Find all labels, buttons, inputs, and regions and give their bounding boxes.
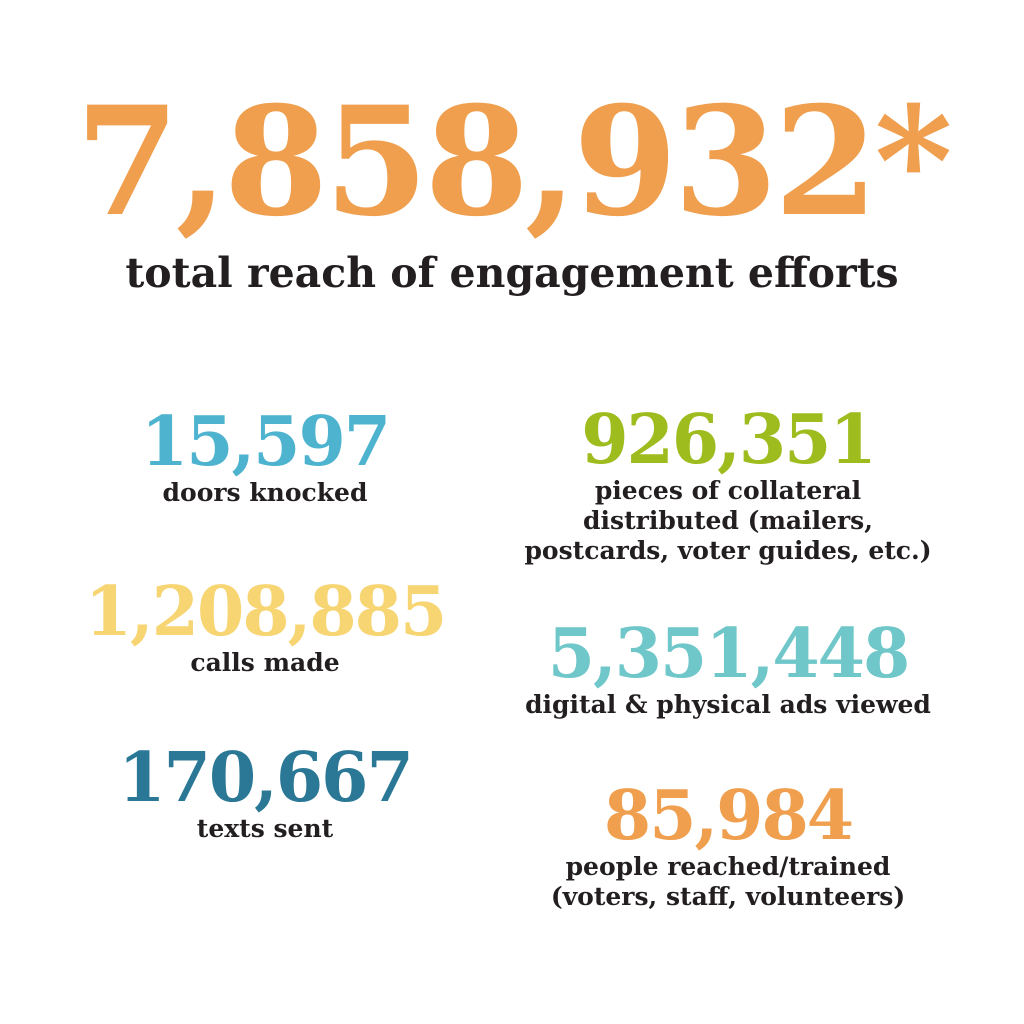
total-reach-number: 7,858,932* xyxy=(75,74,952,250)
total-reach-label: total reach of engagement efforts xyxy=(125,249,899,297)
stat-people-reached: 85,984 people reached/trained (voters, s… xyxy=(478,780,978,912)
stat-value: 926,351 xyxy=(581,400,877,480)
stat-value: 170,667 xyxy=(118,738,414,818)
stat-label: digital & physical ads viewed xyxy=(525,690,931,719)
stat-label: pieces of collateral distributed (mailer… xyxy=(524,476,932,565)
stat-label: texts sent xyxy=(196,814,334,843)
stat-value: 85,984 xyxy=(603,776,854,856)
stat-label: doors knocked xyxy=(162,478,368,507)
stat-ads-viewed: 5,351,448 digital & physical ads viewed xyxy=(478,618,978,720)
stat-value: 1,208,885 xyxy=(84,572,448,652)
stat-label: people reached/trained (voters, staff, v… xyxy=(550,852,906,911)
stat-value: 5,351,448 xyxy=(547,614,911,694)
stat-texts-sent: 170,667 texts sent xyxy=(60,742,470,844)
stat-label: calls made xyxy=(190,648,340,677)
stat-collateral-distributed: 926,351 pieces of collateral distributed… xyxy=(478,404,978,566)
stat-doors-knocked: 15,597 doors knocked xyxy=(60,406,470,508)
stat-value: 15,597 xyxy=(140,402,391,482)
stat-calls-made: 1,208,885 calls made xyxy=(60,576,470,678)
